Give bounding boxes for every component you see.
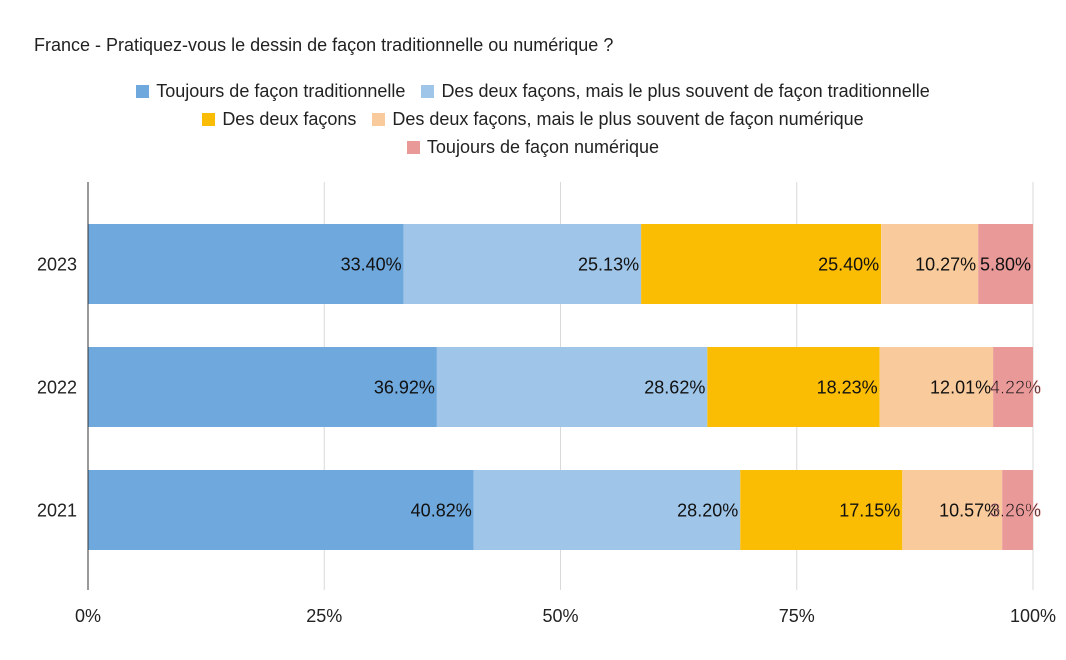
- legend-swatch: [372, 113, 386, 126]
- legend-label: Toujours de façon numérique: [426, 137, 660, 157]
- legend-item-mostly-digital: Des deux façons, mais le plus souvent de…: [372, 109, 864, 130]
- data-label: 25.13%: [578, 255, 639, 275]
- bar-segment: [902, 470, 1003, 550]
- legend-swatch: [136, 85, 150, 98]
- bar-segment: [1002, 470, 1033, 550]
- x-tick-label: 75%: [779, 606, 815, 626]
- legend-swatch: [421, 85, 435, 98]
- legend-item-mostly-traditional: Des deux façons, mais le plus souvent de…: [421, 81, 930, 102]
- data-label: 12.01%: [930, 378, 991, 398]
- bar-segment: [436, 347, 708, 427]
- legend-row-2: Des deux façons Des deux façons, mais le…: [0, 109, 1066, 130]
- data-label: 5.80%: [980, 255, 1031, 275]
- legend-row-1: Toujours de façon traditionnelle Des deu…: [0, 81, 1066, 102]
- bar-segment: [88, 347, 437, 427]
- legend-item-always-traditional: Toujours de façon traditionnelle: [136, 81, 405, 102]
- data-label: 33.40%: [341, 255, 402, 275]
- legend-item-both: Des deux façons: [202, 109, 356, 130]
- chart-title: France - Pratiquez-vous le dessin de faç…: [34, 35, 614, 55]
- x-tick-label: 50%: [542, 606, 578, 626]
- data-label: 3.26%: [990, 501, 1041, 521]
- x-tick-label: 25%: [306, 606, 342, 626]
- data-label: 17.15%: [839, 501, 900, 521]
- data-label: 25.40%: [818, 255, 879, 275]
- bar-segment: [473, 470, 741, 550]
- category-label: 2021: [37, 501, 77, 521]
- data-label: 36.92%: [374, 378, 435, 398]
- bar-segment: [881, 224, 979, 304]
- bar-segment: [88, 224, 404, 304]
- data-label: 18.23%: [817, 378, 878, 398]
- legend-label: Toujours de façon traditionnelle: [156, 81, 406, 101]
- data-label: 28.62%: [644, 378, 705, 398]
- category-label: 2023: [37, 255, 77, 275]
- legend-item-always-digital: Toujours de façon numérique: [406, 137, 660, 158]
- bar-segment: [707, 347, 880, 427]
- data-label: 10.57%: [939, 501, 1000, 521]
- x-tick-label: 100%: [1010, 606, 1056, 626]
- legend-label: Des deux façons: [222, 109, 357, 129]
- legend-row-3: Toujours de façon numérique: [0, 137, 1066, 158]
- bar-segment: [879, 347, 994, 427]
- legend-label: Des deux façons, mais le plus souvent de…: [441, 81, 930, 101]
- legend-swatch: [406, 141, 420, 154]
- bar-segment: [88, 470, 474, 550]
- data-label: 10.27%: [915, 255, 976, 275]
- bar-segment: [403, 224, 642, 304]
- x-tick-label: 0%: [75, 606, 101, 626]
- bar-segment: [993, 347, 1033, 427]
- data-label: 4.22%: [990, 378, 1041, 398]
- data-label: 40.82%: [411, 501, 472, 521]
- legend-label: Des deux façons, mais le plus souvent de…: [392, 109, 864, 129]
- data-label: 28.20%: [677, 501, 738, 521]
- bar-segment: [978, 224, 1033, 304]
- legend-swatch: [202, 113, 216, 126]
- category-label: 2022: [37, 378, 77, 398]
- bar-segment: [641, 224, 882, 304]
- bar-segment: [740, 470, 903, 550]
